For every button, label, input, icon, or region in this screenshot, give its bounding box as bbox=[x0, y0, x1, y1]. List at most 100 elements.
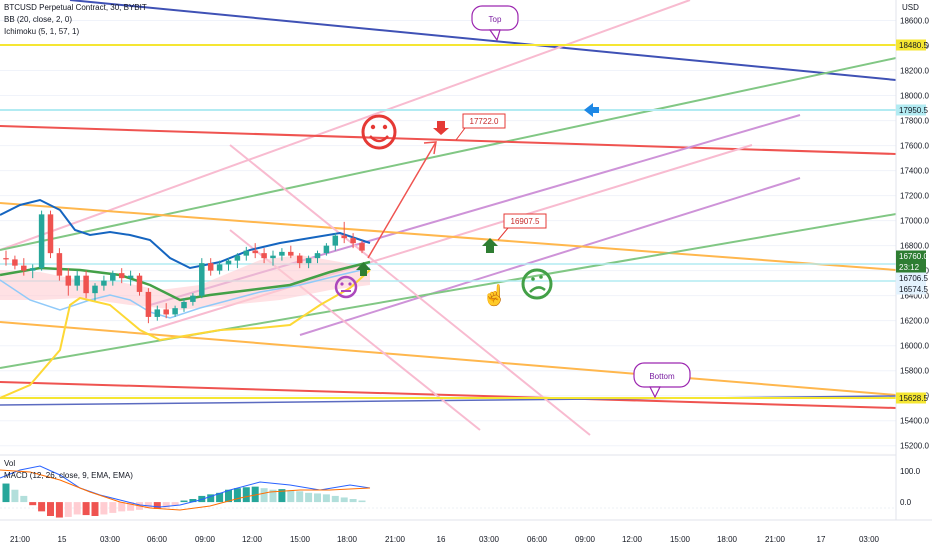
time-axis[interactable]: 21:00 15 03:00 06:00 09:00 12:00 15:00 18:00 21:… bbox=[0, 519, 932, 544]
bb-legend[interactable]: BB (20, close, 2, 0) bbox=[4, 15, 73, 24]
candle-body bbox=[127, 275, 134, 279]
macd-histogram-bar bbox=[216, 492, 224, 503]
ichimoku-legend[interactable]: Ichimoku (5, 1, 57, 1) bbox=[4, 27, 80, 36]
target-16907-callout: 16907.5 bbox=[497, 213, 547, 241]
price-tag-label: 23:12 bbox=[899, 263, 920, 272]
macd-pane bbox=[0, 454, 896, 518]
price-tick-label: 16200.0 bbox=[900, 317, 929, 326]
pink-diagonal-1 bbox=[229, 144, 591, 436]
macd-histogram-bar bbox=[225, 489, 232, 503]
time-tick-label: 06:00 bbox=[527, 535, 548, 544]
price-tick-label: 17400.0 bbox=[900, 167, 929, 176]
candle-body bbox=[101, 280, 107, 286]
price-tag-box bbox=[896, 392, 926, 404]
annotations: ☝ bbox=[334, 103, 599, 307]
green-trendline-upper bbox=[0, 57, 897, 251]
candle-body bbox=[350, 238, 356, 244]
red-trendline-lower bbox=[0, 381, 897, 409]
price-tag-box bbox=[896, 261, 926, 273]
ichimoku-lagging-line bbox=[0, 269, 371, 399]
macd-histogram-bar bbox=[358, 500, 366, 503]
macd-histogram-bar bbox=[314, 493, 321, 503]
macd-histogram-bar bbox=[127, 502, 135, 511]
macd-histogram-bar bbox=[29, 502, 37, 506]
target-17722-callout: 17722.0 bbox=[455, 113, 506, 141]
time-tick-label: 16 bbox=[437, 535, 446, 544]
candle-body bbox=[118, 273, 125, 279]
price-tick-label: 18200.0 bbox=[900, 67, 929, 76]
price-tick-label: 17600.0 bbox=[900, 142, 929, 151]
price-tick-label: 16800.0 bbox=[900, 242, 929, 251]
macd-histogram-bar bbox=[171, 502, 179, 506]
price-tick-label: 15400.0 bbox=[900, 417, 929, 426]
time-tick-label: 21:00 bbox=[385, 535, 406, 544]
happy-face-icon bbox=[361, 114, 397, 150]
macd-histogram-bar bbox=[11, 489, 19, 503]
macd-histogram-bar bbox=[180, 500, 188, 503]
svg-text:Top: Top bbox=[489, 15, 502, 24]
macd-histogram-bar bbox=[340, 497, 348, 503]
bollinger-upper-band bbox=[0, 198, 371, 270]
candle-body bbox=[332, 235, 339, 246]
macd-histogram-bar bbox=[242, 487, 250, 503]
candle-body bbox=[279, 251, 285, 256]
macd-histogram-bar bbox=[278, 489, 286, 503]
price-tick-label: 16000.0 bbox=[900, 342, 929, 351]
candle-body bbox=[21, 265, 27, 271]
macd-histogram-bar bbox=[260, 488, 268, 503]
price-tag-box bbox=[896, 283, 926, 295]
macd-histogram-bar bbox=[305, 492, 313, 503]
candle-body bbox=[83, 275, 89, 294]
macd-histogram-bar bbox=[20, 495, 28, 503]
macd-histogram-bar bbox=[269, 489, 277, 503]
pink-trendline-top bbox=[0, 0, 691, 251]
candle-body bbox=[65, 275, 72, 286]
price-tag-label: 16706.5 bbox=[899, 274, 928, 283]
vol-legend[interactable]: Vol bbox=[4, 459, 16, 468]
price-tag-box bbox=[896, 104, 926, 116]
symbol-legend[interactable]: BTCUSD Perpetual Contract, 30, BYBIT bbox=[4, 3, 147, 12]
candle-body bbox=[243, 250, 250, 256]
price-tag-box bbox=[896, 39, 926, 51]
neutral-face-icon bbox=[334, 275, 358, 299]
macd-line bbox=[0, 465, 371, 508]
time-tick-label: 03:00 bbox=[100, 535, 121, 544]
candle-body bbox=[288, 251, 294, 256]
macd-histogram-bar bbox=[162, 502, 170, 508]
candle-body bbox=[163, 309, 169, 315]
macd-histogram-bar bbox=[331, 495, 339, 503]
price-tag-label: 15628.5 bbox=[899, 394, 928, 403]
candle-body bbox=[199, 263, 205, 296]
price-tag-box bbox=[896, 250, 926, 262]
currency-label: USD bbox=[902, 3, 919, 12]
macd-legend[interactable]: MACD (12, 26, close, 9, EMA, EMA) bbox=[4, 471, 133, 480]
projection-arrow-line bbox=[367, 141, 437, 259]
svg-text:17722.0: 17722.0 bbox=[470, 117, 499, 126]
candle-body bbox=[341, 235, 347, 239]
orange-trendline-upper bbox=[0, 202, 897, 271]
svg-text:Bottom: Bottom bbox=[649, 372, 675, 381]
macd-histogram-bar bbox=[2, 483, 10, 503]
candle-body bbox=[252, 250, 258, 254]
blue-trendline bbox=[69, 0, 897, 81]
price-tag-label: 18480.5 bbox=[899, 41, 928, 50]
candles bbox=[3, 210, 365, 324]
svg-text:16907.5: 16907.5 bbox=[511, 217, 540, 226]
macd-histogram-bar bbox=[144, 502, 152, 509]
candle-body bbox=[270, 255, 276, 259]
price-tick-label: 17200.0 bbox=[900, 192, 929, 201]
top-callout: Top bbox=[471, 5, 519, 42]
macd-histogram-bar bbox=[47, 502, 54, 516]
macd-histogram-bar bbox=[55, 502, 63, 518]
price-tags: 18480.5 17950.5 16760.0 23:12 16706.5 16574.5… bbox=[896, 39, 928, 404]
time-tick-label: 12:00 bbox=[242, 535, 263, 544]
candle-body bbox=[56, 253, 63, 276]
candle-body bbox=[136, 275, 143, 292]
candle-body bbox=[225, 260, 232, 265]
price-tick-label: 17800.0 bbox=[900, 117, 929, 126]
time-tick-label: 18:00 bbox=[337, 535, 358, 544]
red-trendline-upper bbox=[0, 125, 897, 155]
macd-tick-label: 100.0 bbox=[900, 467, 921, 476]
